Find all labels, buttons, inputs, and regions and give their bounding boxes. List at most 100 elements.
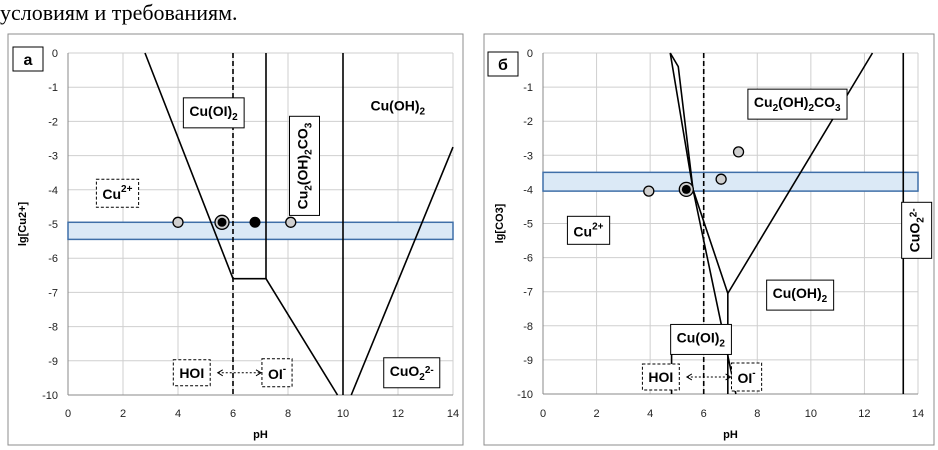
- region-label-group: Cu(OH)2: [371, 98, 426, 118]
- y-tick-label: -3: [523, 150, 533, 162]
- y-tick-label: -10: [517, 389, 533, 401]
- label-subscript: 3: [304, 122, 315, 128]
- region-label: HOI: [179, 365, 204, 381]
- arrow-head-right: [255, 369, 262, 377]
- label-subscript: 2: [916, 217, 927, 223]
- panel-badge-label: б: [498, 57, 508, 74]
- label-text: HOI: [648, 369, 673, 385]
- data-point-open: [715, 173, 727, 185]
- panel-badge-box: [12, 46, 44, 72]
- region-label-box: [566, 215, 611, 245]
- x-tick-label: 8: [754, 408, 760, 420]
- region-label: CuO22-: [907, 208, 927, 252]
- region-label-group: Cu2+: [95, 178, 140, 208]
- x-tick-label: 10: [337, 408, 349, 420]
- region-label-box: [172, 359, 211, 387]
- region-label-group: HOI: [641, 363, 680, 391]
- y-tick-label: -2: [523, 116, 533, 128]
- data-point-open: [732, 146, 745, 158]
- label-text: (OH): [778, 94, 808, 110]
- y-tick-label: -1: [523, 82, 533, 94]
- region-label-box: [641, 363, 680, 391]
- panel-badge-box: [487, 51, 519, 77]
- region-label: Cu(OI)2: [677, 329, 726, 349]
- region-label: OI-: [738, 368, 756, 386]
- concentration-band: [67, 221, 454, 241]
- y-tick-label: -10: [42, 390, 58, 402]
- x-tick-label: 0: [65, 408, 71, 420]
- x-tick-label: 8: [285, 408, 291, 420]
- panel-badge-label: а: [24, 52, 33, 69]
- data-point-filled: [249, 216, 261, 228]
- label-text: OI: [738, 370, 753, 386]
- concentration-band: [542, 171, 919, 192]
- label-text: Cu(OH): [773, 285, 822, 301]
- label-subscript: 2: [420, 107, 426, 118]
- region-label-box: [766, 279, 835, 311]
- region-label-group: OI-: [261, 358, 293, 388]
- region-label-group: Cu2(OH)2CO3: [289, 115, 320, 216]
- label-subscript: 2: [808, 103, 814, 114]
- label-subscript: 2: [232, 112, 238, 123]
- region-label-box: [383, 357, 441, 389]
- x-axis-title: pH: [253, 429, 268, 441]
- region-label-group: Cu(OI)2: [670, 323, 732, 355]
- y-tick-label: -9: [523, 355, 533, 367]
- y-tick-label: -4: [523, 184, 533, 196]
- label-superscript: 2+: [121, 184, 133, 195]
- x-tick-label: 10: [805, 408, 817, 420]
- y-tick-label: -6: [523, 253, 533, 265]
- y-tick-label: -8: [523, 321, 533, 333]
- y-tick-label: 0: [527, 48, 533, 60]
- label-text: Cu: [573, 223, 592, 239]
- label-text: OI: [268, 366, 283, 382]
- region-label-box: [182, 97, 245, 129]
- y-axis-title: lg[Cu2+]: [17, 202, 29, 247]
- y-tick-label: -4: [48, 185, 58, 197]
- y-tick-label: -2: [48, 116, 58, 128]
- x-tick-label: 14: [912, 408, 924, 420]
- x-tick-label: 4: [647, 408, 653, 420]
- label-superscript: 2-: [425, 365, 434, 376]
- data-point-core: [681, 184, 691, 194]
- label-text: Cu(OI): [189, 103, 232, 119]
- x-tick-label: 6: [701, 408, 707, 420]
- x-tick-label: 14: [447, 408, 459, 420]
- region-label-group: CuO22-: [383, 357, 441, 389]
- region-label-box: [670, 323, 732, 355]
- label-subscript: 2: [304, 149, 315, 155]
- label-superscript: 2-: [909, 208, 920, 217]
- arrow-head-right: [725, 373, 732, 381]
- region-label: Cu2+: [102, 184, 132, 202]
- region-label: Cu(OI)2: [189, 103, 238, 123]
- data-point-open: [643, 185, 655, 197]
- label-subscript: 2: [719, 338, 725, 349]
- data-point-open: [172, 216, 184, 228]
- x-tick-label: 0: [540, 408, 546, 420]
- arrow-head-left: [216, 369, 224, 377]
- label-text: CuO: [390, 363, 420, 379]
- region-label-box: [289, 115, 320, 216]
- x-tick-label: 4: [175, 408, 181, 420]
- label-text: HOI: [179, 365, 204, 381]
- y-tick-label: -9: [48, 356, 58, 368]
- y-tick-label: -6: [48, 253, 58, 265]
- region-label: CuO22-: [390, 363, 434, 383]
- phase-boundary-line: [144, 52, 339, 396]
- x-tick-label: 12: [858, 408, 870, 420]
- document-text-line: условиям и требованиям.: [0, 0, 238, 25]
- region-label-group: Cu(OI)2: [182, 97, 245, 129]
- region-label: Cu2+: [573, 221, 603, 239]
- y-axis-title: lg[CO3]: [494, 203, 506, 243]
- region-label-group: Cu2+: [566, 215, 611, 245]
- x-tick-label: 2: [594, 408, 600, 420]
- y-tick-label: -3: [48, 151, 58, 163]
- region-label-group: CuO22-: [901, 201, 933, 259]
- arrow-head-left: [685, 373, 693, 381]
- data-point-core: [217, 217, 227, 227]
- region-label-box: [747, 88, 848, 120]
- label-text: Cu(OH): [371, 98, 420, 114]
- y-tick-label: 0: [52, 48, 58, 60]
- label-superscript: 2+: [592, 221, 604, 232]
- x-tick-label: 2: [120, 408, 126, 420]
